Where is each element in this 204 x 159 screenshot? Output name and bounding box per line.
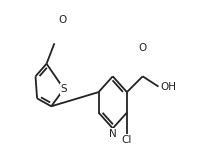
Text: O: O [58,15,66,25]
Text: N: N [108,129,116,139]
Text: O: O [138,44,146,53]
Text: OH: OH [159,82,175,92]
Text: S: S [60,84,67,94]
Text: Cl: Cl [121,135,131,145]
